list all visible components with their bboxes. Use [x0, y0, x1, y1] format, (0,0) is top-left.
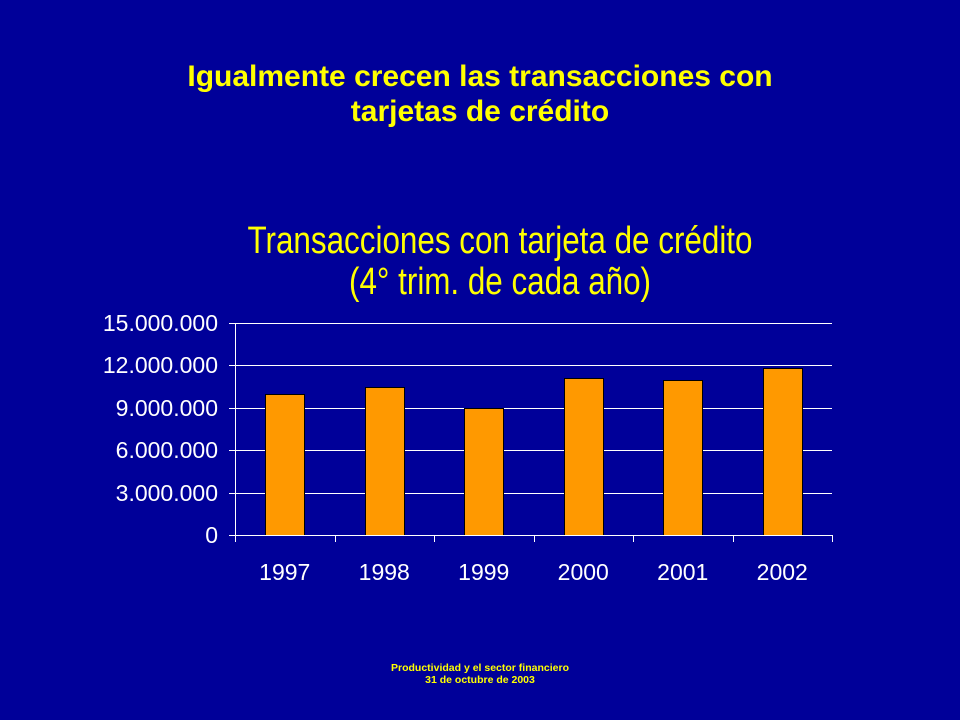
- x-axis-tick-labels: 1997 1998 1999 2000 2001 2002: [259, 559, 808, 585]
- bar-2002: [763, 368, 803, 536]
- y-tick-label-3: 9.000.000: [116, 395, 218, 421]
- y-tick-label-5: 15.000.000: [103, 310, 218, 336]
- slide-title-line-2: tarjetas de crédito: [351, 95, 609, 128]
- slide-title-line-1: Igualmente crecen las transacciones con: [187, 60, 772, 93]
- bar-2001: [663, 380, 703, 536]
- x-tick-label-2001: 2001: [657, 559, 708, 585]
- y-tick-label-0: 0: [205, 522, 218, 548]
- x-tick-label-1998: 1998: [359, 559, 410, 585]
- bar-1999: [464, 408, 504, 536]
- bar-2000: [564, 378, 604, 536]
- x-tick-label-2002: 2002: [757, 559, 808, 585]
- footer-line-1: Productividad y el sector financiero: [391, 662, 569, 674]
- bar-1997: [265, 394, 305, 536]
- bars: [265, 368, 803, 536]
- y-tick-label-4: 12.000.000: [103, 352, 218, 378]
- y-axis-tick-labels: 0 3.000.000 6.000.000 9.000.000 12.000.000 15…: [103, 310, 218, 548]
- chart: Transacciones con tarjeta de crédito (4°…: [103, 220, 833, 585]
- x-tick-label-1997: 1997: [259, 559, 310, 585]
- chart-title: Transacciones con tarjeta de crédito: [248, 220, 753, 262]
- footer-line-2: 31 de octubre de 2003: [425, 674, 535, 686]
- chart-subtitle: (4° trim. de cada año): [349, 261, 651, 303]
- y-tick-label-2: 6.000.000: [116, 437, 218, 463]
- footer: Productividad y el sector financiero 31 …: [391, 662, 569, 686]
- x-tick-label-2000: 2000: [558, 559, 609, 585]
- y-tick-label-1: 3.000.000: [116, 480, 218, 506]
- slide-title: Igualmente crecen las transacciones con …: [187, 60, 772, 128]
- gridlines: [235, 323, 832, 494]
- x-tick-label-1999: 1999: [458, 559, 509, 585]
- bar-1998: [365, 387, 405, 536]
- axes: [229, 323, 833, 542]
